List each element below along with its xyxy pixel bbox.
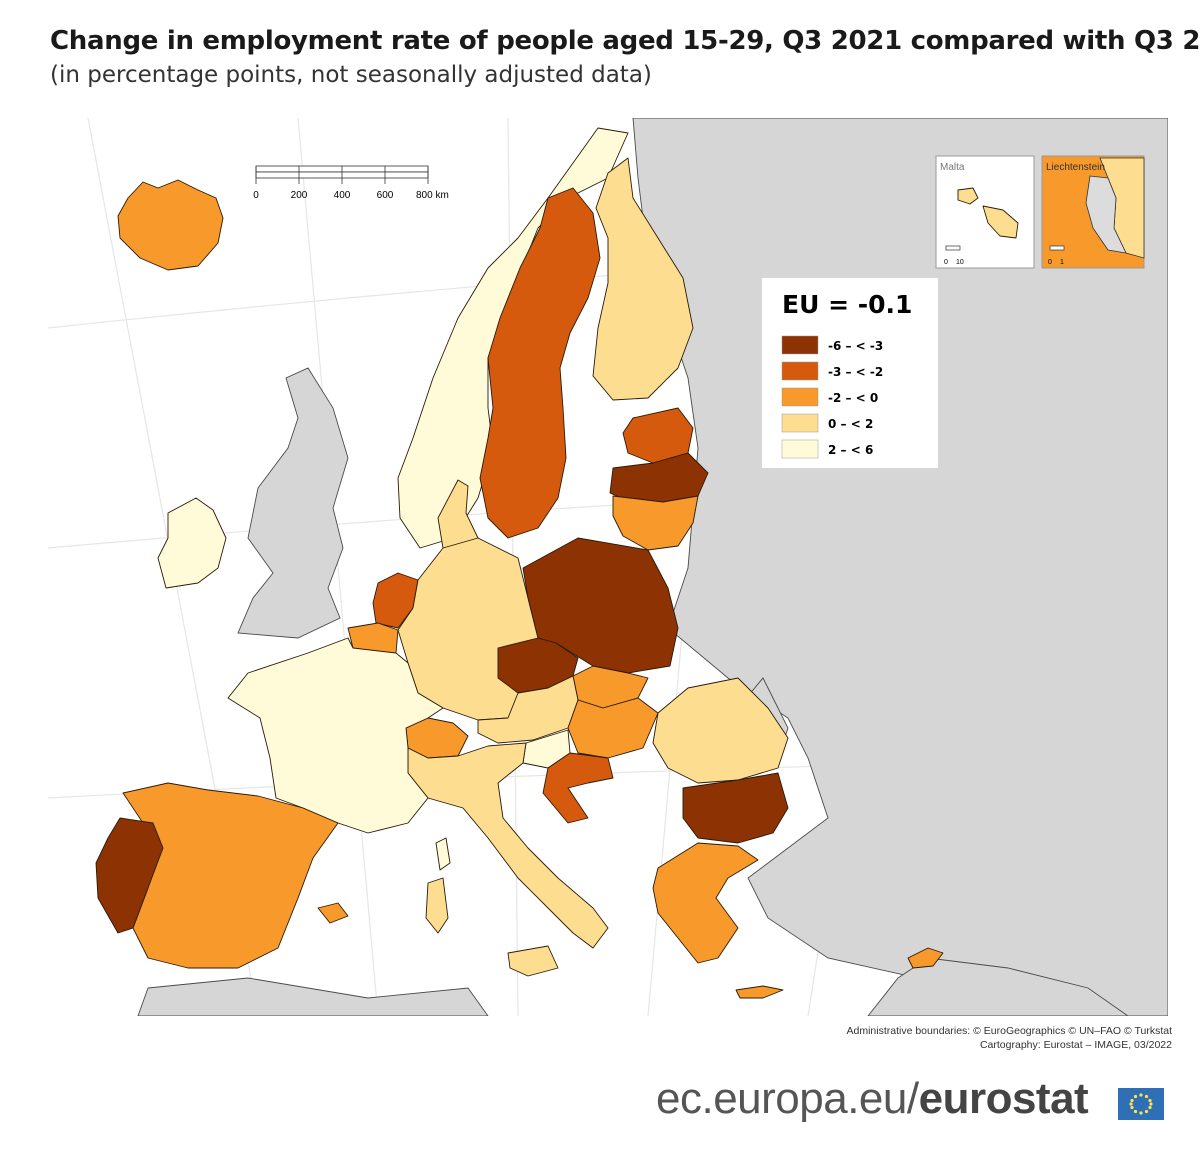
scale-tick-0: 0 [253,190,259,201]
inset-malta-island [957,187,979,205]
country-croatia [542,752,614,824]
country-poland [522,537,679,674]
country-iceland [117,179,224,271]
country-corsica [435,837,451,871]
eurostat-brand: ec.europa.eu/eurostat [656,1074,1089,1124]
inset-malta-scale-0: 0 [944,259,948,266]
inset-liechtenstein-scale-1: 1 [1060,259,1064,266]
country-spain [122,782,339,969]
legend-label-4: 2 – < 6 [828,443,873,457]
country-ireland [157,497,227,589]
map-canvas: 0 200 400 600 800 km Malta 0 10 Liechten… [48,118,1168,1016]
legend-swatch-2 [781,387,819,407]
legend-rows: -6 – < -3 -3 – < -2 -2 – < 0 0 – < 2 2 – < 6 [781,335,883,459]
legend-label-2: -2 – < 0 [828,391,878,405]
choropleth-map: 0 200 400 600 800 km Malta 0 10 Liechten… [48,118,1168,1016]
inset-malta-label: Malta [940,162,965,173]
scale-tick-600: 600 [377,190,394,201]
legend-label-0: -6 – < -3 [828,339,883,353]
legend-swatch-3 [781,413,819,433]
country-lithuania [612,495,699,551]
credits-boundaries: Administrative boundaries: © EuroGeograp… [846,1025,1172,1037]
scale-tick-400: 400 [334,190,351,201]
country-bulgaria [682,772,789,844]
map-title: Change in employment rate of people aged… [50,26,1200,56]
country-hungary [567,697,659,759]
legend-headline: EU = -0.1 [782,290,912,319]
legend-swatch-4 [781,439,819,459]
legend-label-1: -3 – < -2 [828,365,883,379]
scale-tick-200: 200 [291,190,308,201]
country-sardinia [425,877,449,934]
legend-label-3: 0 – < 2 [828,417,873,431]
country-finland [592,157,694,401]
map-subtitle: (in percentage points, not seasonally ad… [50,62,652,88]
inset-malta-scale-10: 10 [956,259,964,266]
country-romania [652,677,789,784]
country-italy [407,742,609,949]
legend-swatch-1 [781,361,819,381]
credits-cartography: Cartography: Eurostat – IMAGE, 03/2022 [979,1039,1172,1051]
inset-liechtenstein-label: Liechtenstein [1046,162,1105,173]
inset-malta-main-island [982,205,1019,239]
country-greece [652,842,759,964]
country-portugal [95,817,164,934]
countries [95,127,944,999]
scale-tick-800: 800 km [416,190,449,201]
legend-swatch-0 [781,335,819,355]
country-sweden [479,187,601,539]
inset-liechtenstein-neighbour-2 [1085,175,1127,254]
scale-bar: 0 200 400 600 800 km [253,165,449,201]
inset-liechtenstein: Liechtenstein 0 1 [1041,155,1145,269]
brand-name: eurostat [918,1074,1089,1123]
inset-malta: Malta 0 10 [935,155,1035,269]
country-netherlands [372,572,419,629]
country-crete [735,985,784,999]
brand-domain: ec.europa.eu/ [656,1074,919,1123]
country-cyprus [907,947,944,969]
country-balearics [317,902,349,924]
legend: EU = -0.1 -6 – < -3 -3 – < -2 -2 – < 0 0 – … [762,278,938,468]
country-sicily [507,945,559,977]
country-france [227,637,444,834]
credits: Administrative boundaries: © EuroGeograp… [846,1024,1172,1052]
inset-liechtenstein-scale-0: 0 [1048,259,1052,266]
eu-flag-icon [1118,1088,1164,1120]
